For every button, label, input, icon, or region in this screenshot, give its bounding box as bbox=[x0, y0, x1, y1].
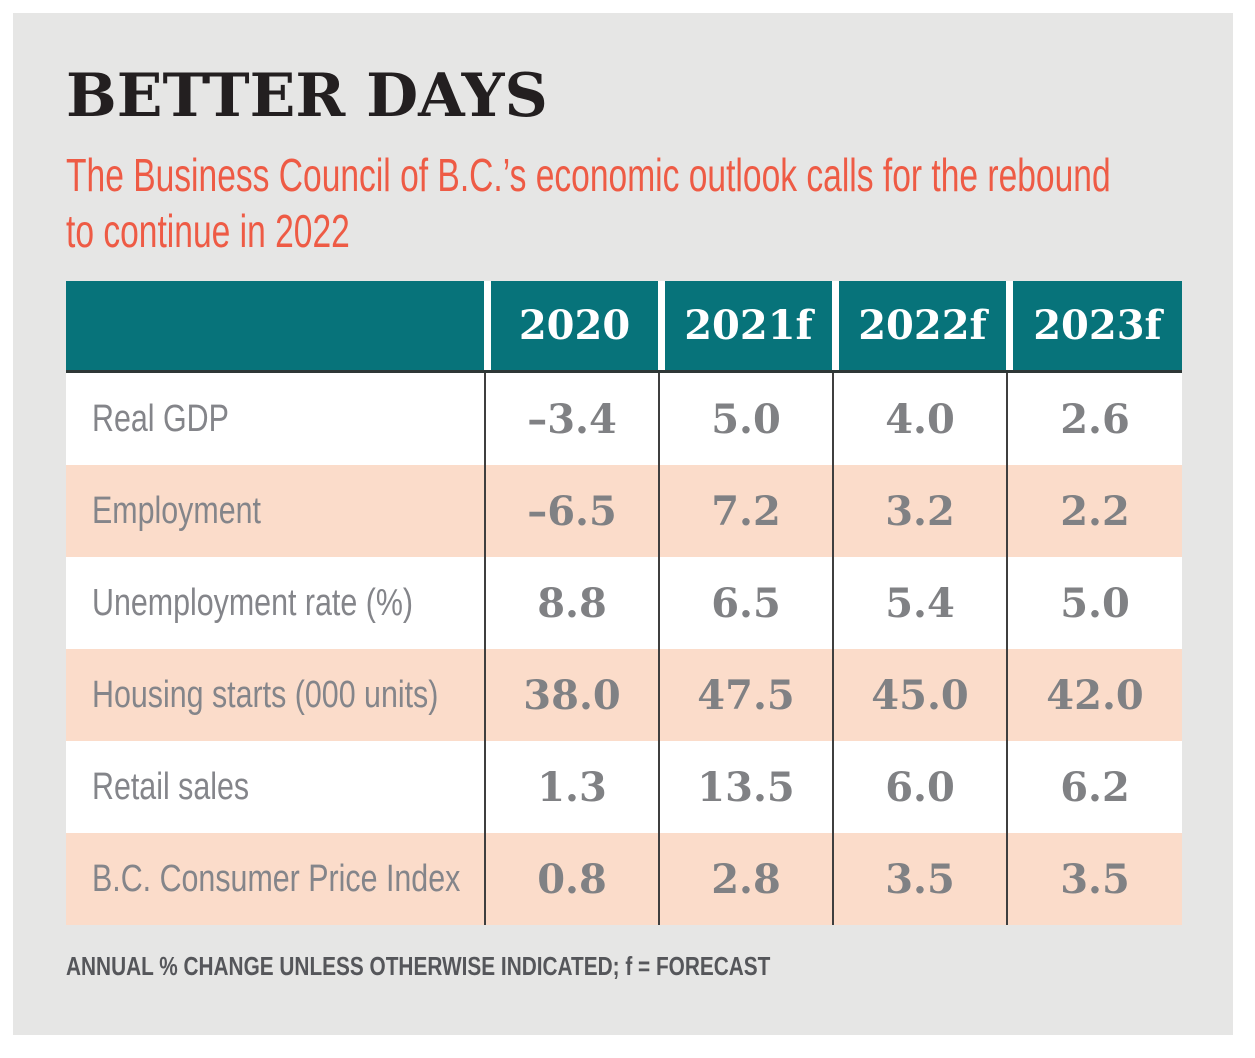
row-label: B.C. Consumer Price Index bbox=[66, 833, 484, 925]
value-cell: 1.3 bbox=[484, 741, 658, 833]
header-cell-blank bbox=[66, 281, 484, 370]
value-cell: 45.0 bbox=[832, 649, 1006, 741]
subtitle: The Business Council of B.C.’s economic … bbox=[66, 147, 1255, 259]
subtitle-line-1: The Business Council of B.C.’s economic … bbox=[66, 149, 1111, 201]
value-cell: 5.4 bbox=[832, 557, 1006, 649]
value-cell: –3.4 bbox=[484, 373, 658, 465]
value-cell: 38.0 bbox=[484, 649, 658, 741]
value-cell: –6.5 bbox=[484, 465, 658, 557]
header-cell-year: 2022f bbox=[832, 281, 1006, 370]
row-label-text: Retail sales bbox=[92, 765, 250, 808]
value-cell: 47.5 bbox=[658, 649, 832, 741]
value-cell: 6.2 bbox=[1006, 741, 1182, 833]
footnote-text: ANNUAL % CHANGE UNLESS OTHERWISE INDICAT… bbox=[66, 951, 771, 981]
value-cell: 42.0 bbox=[1006, 649, 1182, 741]
subtitle-line-2: to continue in 2022 bbox=[66, 205, 350, 257]
value-cell: 4.0 bbox=[832, 373, 1006, 465]
value-cell: 5.0 bbox=[1006, 557, 1182, 649]
header-cell-year: 2023f bbox=[1006, 281, 1182, 370]
value-cell: 8.8 bbox=[484, 557, 658, 649]
footnote: ANNUAL % CHANGE UNLESS OTHERWISE INDICAT… bbox=[66, 951, 946, 982]
value-cell: 3.5 bbox=[832, 833, 1006, 925]
table-row: Housing starts (000 units) 38.0 47.5 45.0 42… bbox=[66, 649, 1182, 741]
infographic-panel: BETTER DAYS The Business Council of B.C.… bbox=[13, 13, 1233, 1035]
header-cell-year: 2021f bbox=[658, 281, 832, 370]
table-row: Unemployment rate (%) 8.8 6.5 5.4 5.0 bbox=[66, 557, 1182, 649]
row-label: Real GDP bbox=[66, 373, 484, 465]
table-header-row: 2020 2021f 2022f 2023f bbox=[66, 281, 1182, 373]
row-label: Employment bbox=[66, 465, 484, 557]
row-label-text: Unemployment rate (%) bbox=[92, 581, 413, 624]
value-cell: 6.0 bbox=[832, 741, 1006, 833]
table-body: Real GDP –3.4 5.0 4.0 2.6 Employment –6.5 7.2 3.… bbox=[66, 373, 1182, 925]
value-cell: 5.0 bbox=[658, 373, 832, 465]
row-label-text: B.C. Consumer Price Index bbox=[92, 857, 461, 900]
value-cell: 7.2 bbox=[658, 465, 832, 557]
value-cell: 13.5 bbox=[658, 741, 832, 833]
value-cell: 2.2 bbox=[1006, 465, 1182, 557]
table-row: Retail sales 1.3 13.5 6.0 6.2 bbox=[66, 741, 1182, 833]
value-cell: 3.5 bbox=[1006, 833, 1182, 925]
table-row: Employment –6.5 7.2 3.2 2.2 bbox=[66, 465, 1182, 557]
value-cell: 6.5 bbox=[658, 557, 832, 649]
header-cell-year: 2020 bbox=[484, 281, 658, 370]
row-label: Unemployment rate (%) bbox=[66, 557, 484, 649]
page-title: BETTER DAYS bbox=[66, 61, 548, 131]
row-label-text: Employment bbox=[92, 489, 261, 532]
economic-outlook-table: 2020 2021f 2022f 2023f Real GDP –3.4 5.0 4.0 2.… bbox=[66, 281, 1182, 925]
row-label-text: Housing starts (000 units) bbox=[92, 673, 439, 716]
table-row: Real GDP –3.4 5.0 4.0 2.6 bbox=[66, 373, 1182, 465]
value-cell: 2.8 bbox=[658, 833, 832, 925]
value-cell: 2.6 bbox=[1006, 373, 1182, 465]
value-cell: 0.8 bbox=[484, 833, 658, 925]
table-row: B.C. Consumer Price Index 0.8 2.8 3.5 3.5 bbox=[66, 833, 1182, 925]
row-label-text: Real GDP bbox=[92, 397, 229, 440]
value-cell: 3.2 bbox=[832, 465, 1006, 557]
row-label: Retail sales bbox=[66, 741, 484, 833]
row-label: Housing starts (000 units) bbox=[66, 649, 484, 741]
